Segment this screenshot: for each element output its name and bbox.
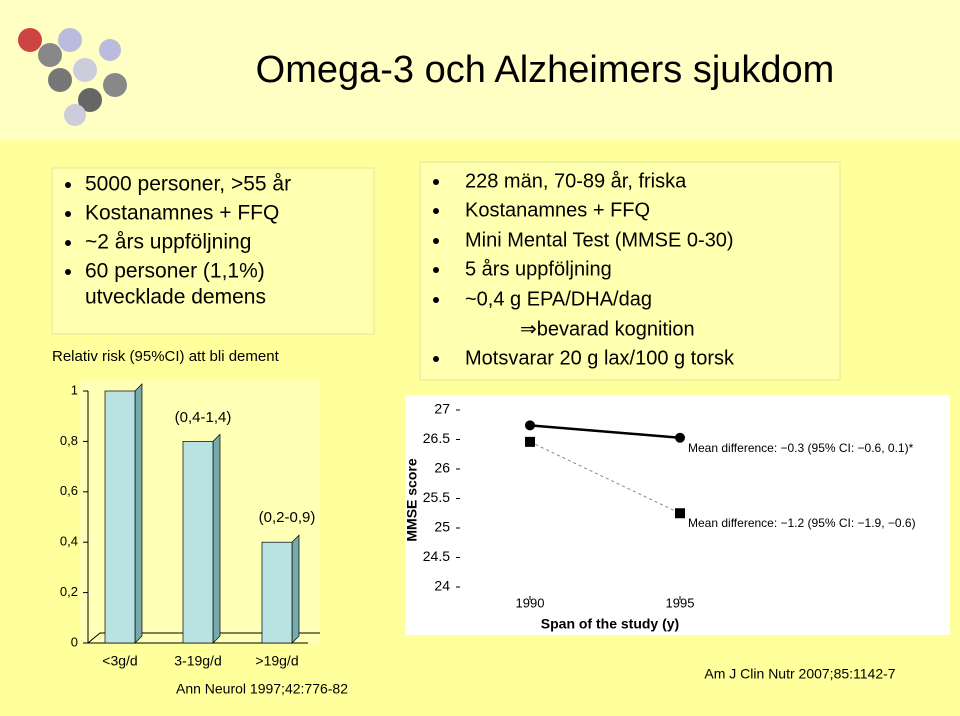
point	[675, 432, 685, 443]
bullet	[433, 267, 439, 273]
annotation: Mean difference: −0.3 (95% CI: −0.6, 0.1…	[688, 441, 914, 455]
x-tick-label: 1990	[516, 595, 545, 610]
bullet-text: Motsvarar 20 g lax/100 g torsk	[465, 347, 735, 369]
bullet-text: 5 års uppföljning	[465, 258, 612, 280]
point	[525, 436, 535, 447]
bullet	[65, 240, 71, 246]
bullet	[433, 238, 439, 244]
y-tick-label: 1	[71, 382, 78, 397]
bullet-text: Mini Mental Test (MMSE 0-30)	[465, 229, 734, 251]
bullet	[65, 211, 71, 217]
bar-side	[134, 383, 143, 644]
x-tick-label: 3-19g/d	[174, 653, 221, 669]
bar-side	[212, 433, 221, 644]
y-tick-label: 24	[434, 578, 450, 594]
bullet-text: Kostanamnes + FFQ	[465, 199, 650, 221]
bullet-text: ~2 års uppföljning	[85, 231, 251, 254]
left-box	[51, 167, 375, 335]
x-tick-label: 1995	[666, 595, 695, 610]
bullet	[65, 182, 71, 188]
bullet	[433, 208, 439, 214]
x-tick-label: <3g/d	[102, 653, 137, 669]
annotation: (0,4-1,4)	[175, 409, 232, 426]
y-tick-label: 25.5	[423, 489, 450, 505]
bullet-text: ⇒bevarad kognition	[520, 318, 695, 340]
bar	[182, 441, 214, 644]
series-line	[529, 441, 681, 514]
bullet	[65, 269, 71, 275]
y-tick-label: 25	[434, 519, 450, 535]
bullet-text: 60 personer (1,1%)	[85, 260, 265, 283]
chart-title: Relativ risk (95%CI) att bli dement	[52, 348, 280, 365]
bullet-text: ~0,4 g EPA/DHA/dag	[465, 288, 652, 310]
y-tick-label: 27	[434, 401, 450, 417]
bar-side	[291, 534, 300, 644]
title-band	[0, 0, 960, 140]
y-tick-label: 26.5	[423, 430, 450, 446]
series-line	[529, 424, 681, 439]
y-tick-label: 0,4	[60, 534, 78, 549]
bullet	[433, 179, 439, 185]
bullet-text: 5000 personer, >55 år	[85, 173, 291, 196]
point	[525, 420, 535, 431]
bullet-text: Kostanamnes + FFQ	[85, 202, 279, 225]
y-tick-label: 0,8	[60, 433, 78, 448]
y-axis-label: MMSE score	[404, 458, 420, 541]
annotation: Mean difference: −1.2 (95% CI: −1.9, −0.…	[688, 516, 916, 530]
y-tick-label: 0,6	[60, 483, 78, 498]
source: Ann Neurol 1997;42:776-82	[176, 681, 348, 697]
bar	[261, 541, 293, 644]
bullet	[433, 356, 439, 362]
point	[675, 508, 685, 519]
floor	[87, 632, 320, 644]
y-tick-label: 0,2	[60, 584, 78, 599]
y-tick-label: 26	[434, 460, 450, 476]
molecule	[18, 28, 127, 126]
y-tick-label: 24.5	[423, 548, 450, 564]
slide-title: Omega-3 och Alzheimers sjukdom	[256, 49, 835, 91]
source: Am J Clin Nutr 2007;85:1142-7	[704, 666, 895, 682]
bullet-text: utvecklade demens	[85, 286, 266, 309]
bullet	[433, 297, 439, 303]
bullet-text: 228 män, 70-89 år, friska	[465, 170, 687, 192]
x-tick-label: >19g/d	[255, 653, 298, 669]
bar	[104, 390, 136, 644]
y-tick-label: 0	[71, 634, 78, 649]
right-box	[419, 161, 841, 381]
annotation: (0,2-0,9)	[259, 509, 316, 526]
x-axis-label: Span of the study (y)	[541, 616, 679, 632]
